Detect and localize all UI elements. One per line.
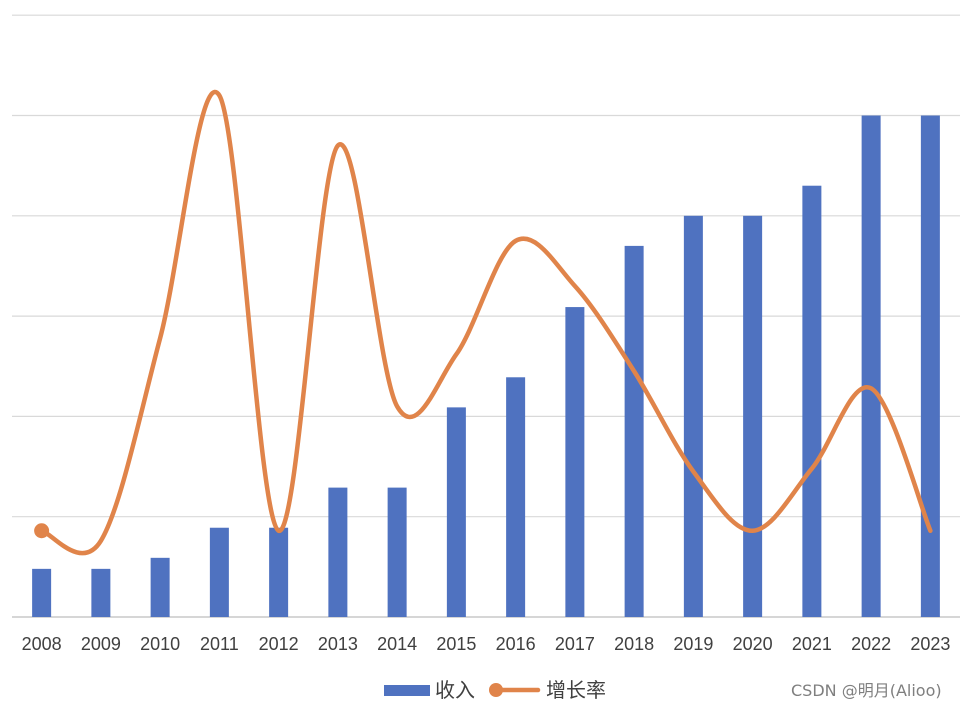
- bar-2011: [209, 527, 229, 617]
- line-series: [34, 89, 933, 556]
- x-tick-2016: 2016: [496, 634, 536, 654]
- x-tick-2011: 2011: [200, 634, 239, 654]
- x-tick-2023: 2023: [910, 634, 950, 654]
- x-tick-2013: 2013: [318, 634, 358, 654]
- bar-2010: [150, 557, 170, 617]
- x-tick-2008: 2008: [22, 634, 62, 654]
- x-tick-2018: 2018: [614, 634, 654, 654]
- bar-series: [32, 115, 940, 618]
- legend-label-line: 增长率: [546, 678, 606, 702]
- gridlines: [12, 14, 960, 618]
- x-axis-tick-labels: 2008 2009 2010 2011 2012 2013 2014 2015 2016 2017…: [22, 634, 951, 654]
- bar-2018: [624, 245, 644, 617]
- line-marker-2008: [34, 523, 50, 539]
- bar-2009: [91, 568, 111, 617]
- legend: 收入 增长率: [384, 678, 606, 702]
- bar-2021: [802, 185, 822, 617]
- x-tick-2009: 2009: [81, 634, 121, 654]
- x-tick-2020: 2020: [733, 634, 773, 654]
- x-tick-2021: 2021: [792, 634, 832, 654]
- x-tick-2017: 2017: [555, 634, 595, 654]
- line-growth-rate: [39, 89, 933, 556]
- x-tick-2012: 2012: [259, 634, 299, 654]
- bar-2019: [683, 215, 703, 618]
- x-tick-2019: 2019: [673, 634, 713, 654]
- bar-2017: [565, 307, 585, 617]
- bar-2022: [861, 115, 881, 617]
- bar-2023: [920, 115, 940, 617]
- bar-2015: [446, 407, 466, 617]
- x-tick-2022: 2022: [851, 634, 891, 654]
- watermark: CSDN @明月(Alioo): [791, 681, 942, 700]
- legend-swatch-line-marker: [489, 683, 503, 697]
- bar-2016: [506, 377, 526, 617]
- x-tick-2015: 2015: [436, 634, 476, 654]
- bar-2012: [269, 527, 289, 617]
- legend-label-bar: 收入: [435, 678, 475, 702]
- bar-2020: [743, 215, 763, 618]
- bar-2013: [328, 487, 348, 617]
- legend-swatch-bar: [384, 685, 430, 696]
- bar-2008: [32, 568, 52, 617]
- bar-2014: [387, 487, 407, 617]
- x-tick-2010: 2010: [140, 634, 180, 654]
- x-tick-2014: 2014: [377, 634, 417, 654]
